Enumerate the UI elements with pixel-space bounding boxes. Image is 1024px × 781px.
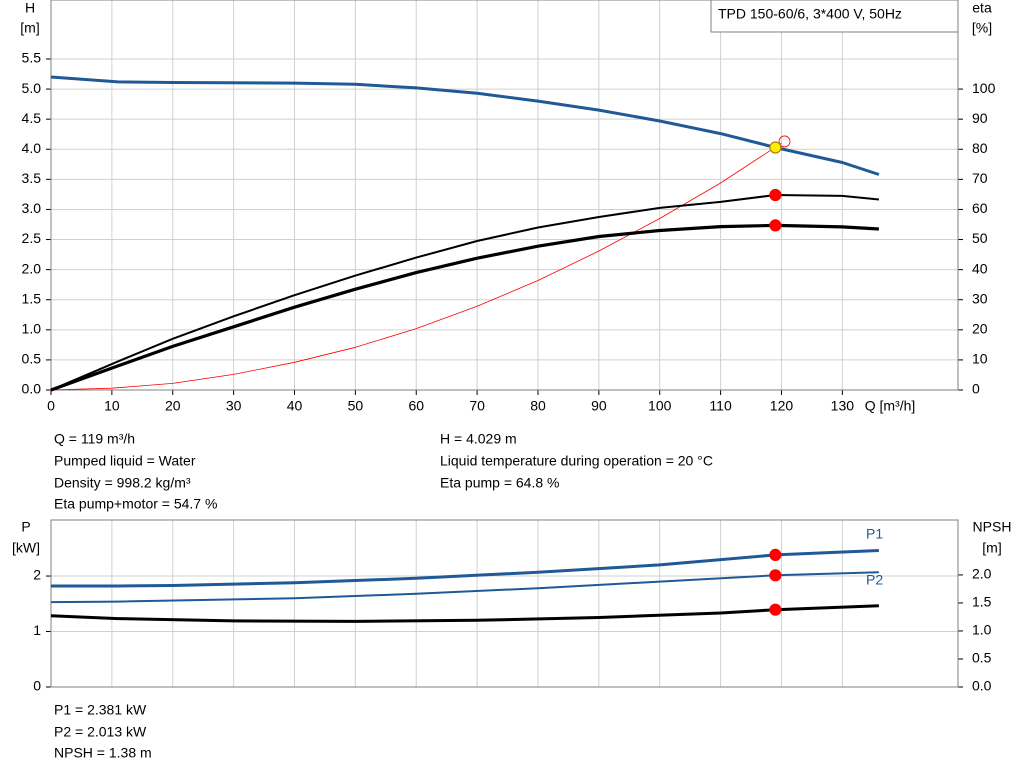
legend-box (710, 0, 959, 33)
operating-point (769, 219, 782, 232)
info-text: NPSH = 1.38 m (54, 745, 152, 761)
x-tick-label: 50 (348, 398, 364, 414)
curve (50, 604, 879, 623)
curve (50, 142, 782, 391)
x-tick-label: 20 (165, 398, 181, 414)
y-unit: [m] (20, 20, 39, 36)
x-tick-label: 0 (47, 398, 55, 414)
curve (50, 194, 879, 391)
y-label: H (25, 0, 35, 16)
x-tick-label: 120 (770, 398, 794, 414)
y-tick-label: 1.0 (22, 321, 42, 337)
x-tick-label: 10 (104, 398, 120, 414)
y-label: P (21, 519, 30, 535)
plot-frame (50, 519, 959, 688)
y2-tick-label: 1.0 (972, 622, 992, 638)
curve (50, 75, 880, 176)
y-tick-label: 3.5 (22, 170, 42, 186)
y2-tick-label: 80 (972, 140, 988, 156)
x-tick-label: 90 (591, 398, 607, 414)
y2-tick-label: 0 (972, 381, 980, 397)
y2-tick-label: 0.0 (972, 678, 992, 694)
y2-unit: [%] (972, 20, 992, 36)
info-text: H = 4.029 m (440, 431, 517, 447)
y-tick-label: 4.5 (22, 110, 42, 126)
y-unit: [kW] (12, 540, 40, 556)
y-tick-label: 5.0 (22, 80, 42, 96)
y2-tick-label: 0.5 (972, 650, 992, 666)
y2-tick-label: 20 (972, 321, 988, 337)
x-tick-label: 70 (469, 398, 485, 414)
x-tick-label: 130 (831, 398, 855, 414)
y-tick-label: 3.0 (22, 200, 42, 216)
operating-point (769, 569, 782, 582)
y-tick-label: 5.5 (22, 50, 42, 66)
series-label: P2 (866, 572, 883, 588)
operating-point (778, 135, 791, 148)
x-tick-label: 60 (408, 398, 424, 414)
y-tick-label: 2.5 (22, 230, 42, 246)
y-tick-label: 1.5 (22, 290, 42, 306)
info-text: Q = 119 m³/h (54, 431, 135, 447)
y-tick-label: 0.5 (22, 351, 42, 367)
y-tick-label: 2 (33, 567, 41, 583)
info-text: P1 = 2.381 kW (54, 702, 147, 718)
y2-unit: [m] (982, 540, 1001, 556)
y2-tick-label: 60 (972, 200, 988, 216)
info-text: Pumped liquid = Water (54, 453, 196, 469)
curve (50, 571, 879, 604)
x-tick-label: 40 (287, 398, 303, 414)
y2-tick-label: 50 (972, 230, 988, 246)
x-tick-label: 110 (709, 398, 732, 414)
legend-text: TPD 150-60/6, 3*400 V, 50Hz (718, 6, 902, 22)
info-text: Eta pump+motor = 54.7 % (54, 496, 217, 512)
y-tick-label: 2.0 (22, 260, 42, 276)
curve (50, 223, 879, 392)
curve (51, 549, 879, 588)
y2-label: NPSH (973, 519, 1012, 535)
series-label: P1 (866, 526, 883, 542)
y2-label: eta (972, 0, 992, 16)
operating-point (769, 141, 782, 154)
info-text: Eta pump = 64.8 % (440, 475, 559, 491)
info-text: Liquid temperature during operation = 20… (440, 453, 713, 469)
x-tick-label: 100 (648, 398, 672, 414)
y-tick-label: 0 (33, 678, 41, 694)
operating-point (769, 188, 782, 202)
y2-tick-label: 10 (972, 351, 988, 367)
y2-tick-label: 40 (972, 260, 988, 276)
plot-frame (50, 0, 959, 391)
y-tick-label: 0.0 (22, 381, 42, 397)
y-tick-label: 1 (33, 622, 41, 638)
x-label: Q [m³/h] (865, 398, 916, 414)
y2-tick-label: 1.5 (972, 594, 992, 610)
y2-tick-label: 70 (972, 170, 988, 186)
x-tick-label: 30 (226, 398, 242, 414)
operating-point (769, 603, 782, 616)
y-tick-label: 4.0 (22, 140, 42, 156)
operating-point (769, 548, 782, 561)
y2-tick-label: 90 (972, 110, 988, 126)
y2-tick-label: 100 (972, 80, 996, 96)
x-tick-label: 80 (530, 398, 546, 414)
info-text: Density = 998.2 kg/m³ (54, 475, 191, 491)
y2-tick-label: 2.0 (972, 566, 992, 582)
info-text: P2 = 2.013 kW (54, 724, 147, 740)
y2-tick-label: 30 (972, 290, 988, 306)
